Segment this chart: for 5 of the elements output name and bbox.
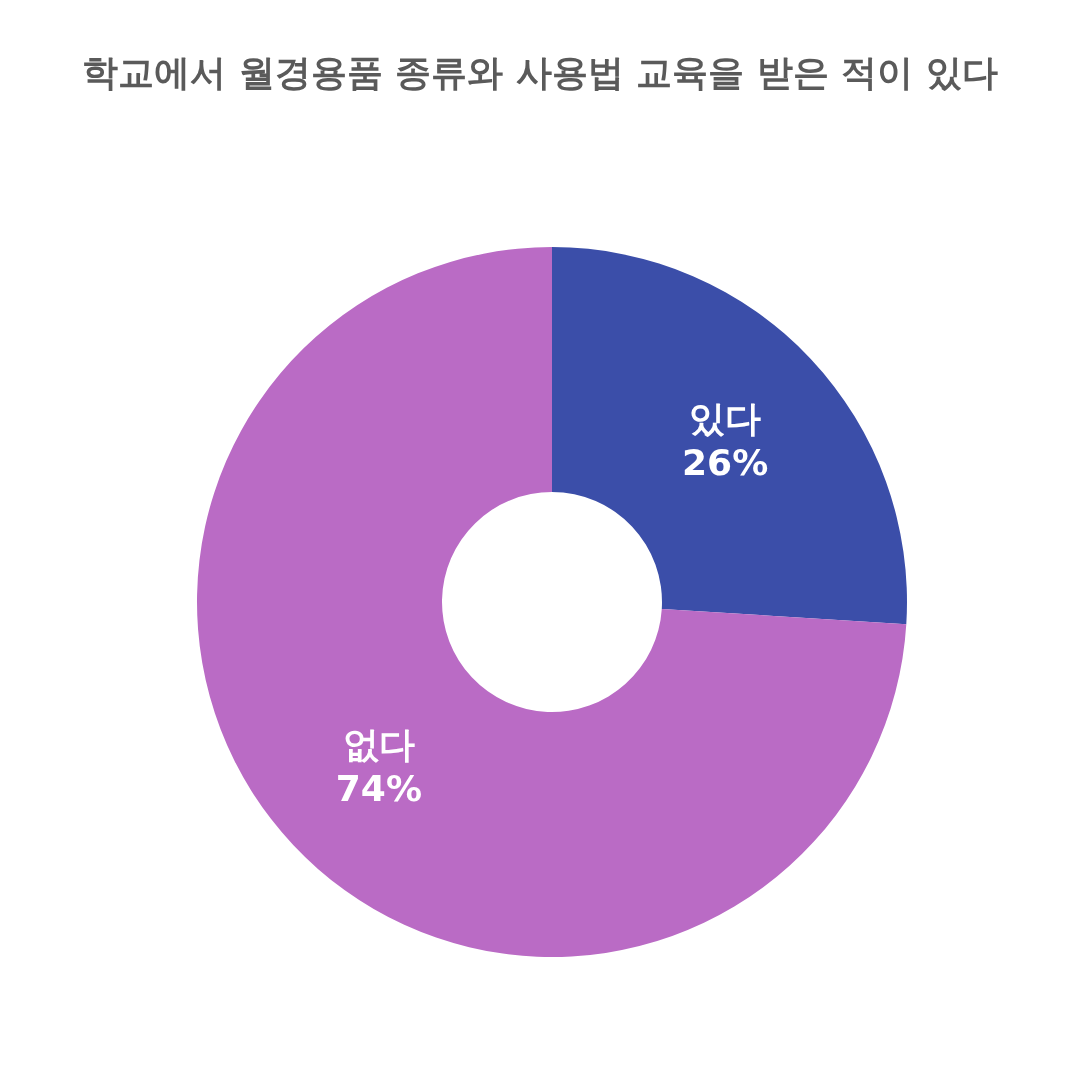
data-label: 26% <box>682 442 769 484</box>
chart-title: 학교에서 월경용품 종류와 사용법 교육을 받은 적이 있다 <box>82 52 998 93</box>
slice-label: 있다 <box>689 398 762 440</box>
slice-label: 없다 <box>342 723 415 765</box>
data-label: 74% <box>335 767 422 809</box>
